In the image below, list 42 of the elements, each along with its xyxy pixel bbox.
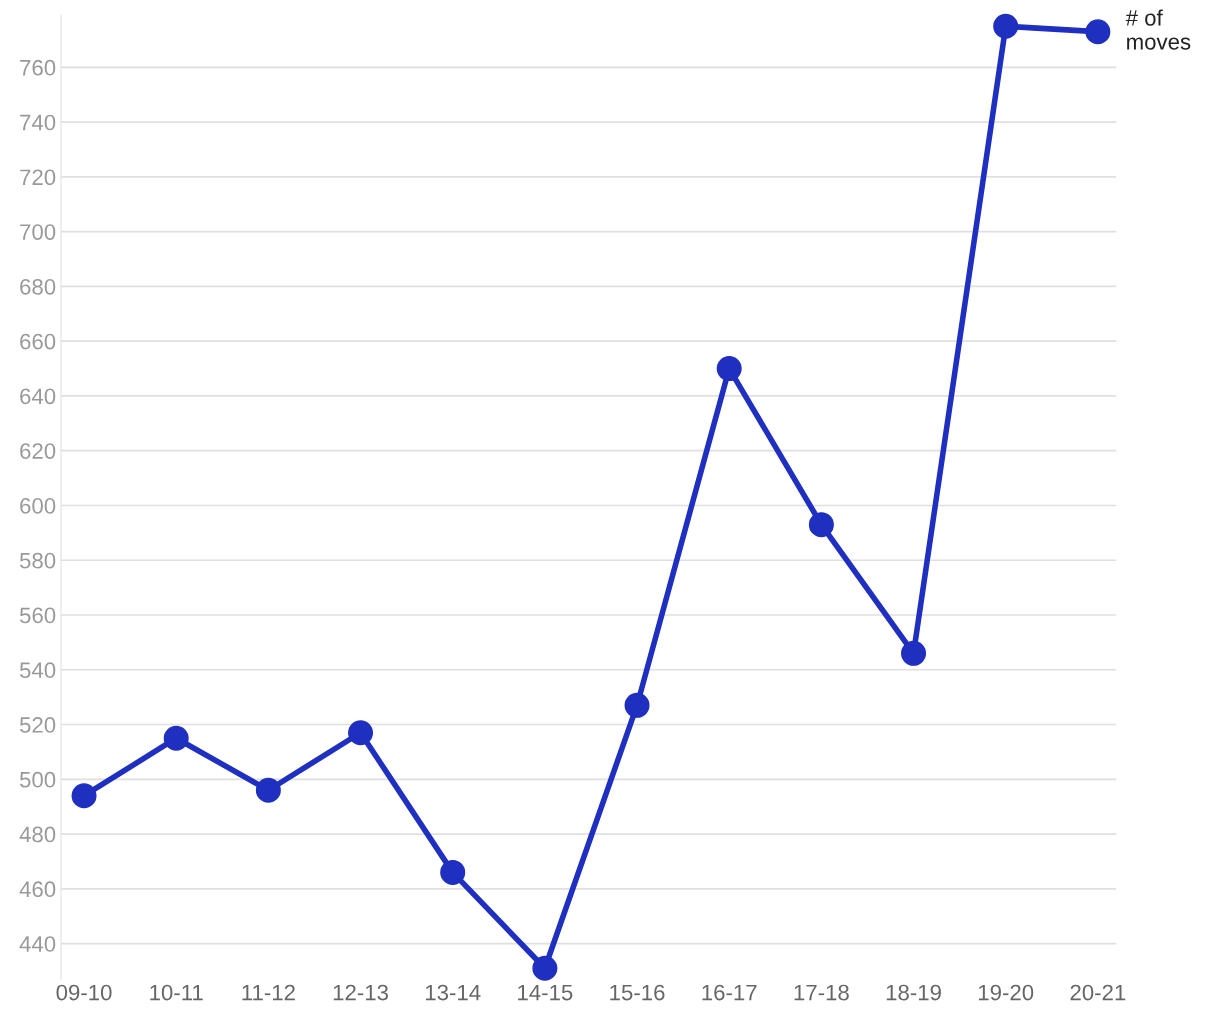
y-tick-label: 440	[19, 936, 56, 952]
y-tick-label: 660	[20, 333, 56, 350]
y-tick-label: 680	[20, 278, 56, 295]
x-tick-label: 09-10	[56, 984, 112, 1001]
y-tick-label: 720	[20, 169, 56, 186]
y-tick-label: 500	[19, 771, 56, 788]
y-tick-label: 640	[20, 388, 56, 405]
point	[532, 955, 558, 981]
y-tick-label: 740	[20, 114, 56, 131]
point	[348, 720, 374, 746]
point	[71, 783, 97, 809]
point	[163, 725, 189, 751]
x-tick-label: 14-15	[518, 984, 573, 1001]
y-tick-label: 460	[19, 881, 56, 898]
x-tick-label: 15-16	[610, 984, 665, 1001]
x-tick-label: 20-21	[1070, 984, 1126, 1001]
y-tick-label: 620	[20, 443, 56, 459]
x-tick-label: 11-12	[242, 984, 295, 1001]
x-tick-label: 13-14	[425, 984, 481, 1001]
y-tick-label: 600	[20, 498, 56, 514]
point	[901, 640, 927, 666]
point	[255, 777, 281, 803]
series-label: # of moves	[1125, 9, 1191, 50]
x-tick-label: 16-17	[702, 984, 757, 1001]
point	[716, 356, 742, 382]
y-tick-label: 580	[19, 552, 56, 569]
x-tick-label: 10-11	[150, 984, 203, 1001]
x-tick-label: 17-18	[794, 984, 849, 1001]
y-tick-label: 540	[19, 662, 56, 679]
x-tick-label: 19-20	[978, 984, 1034, 1001]
point	[624, 692, 650, 718]
y-tick-label: 480	[19, 826, 56, 843]
x-tick-label: 18-19	[886, 984, 941, 1001]
y-tick-label: 760	[20, 59, 56, 76]
point	[1085, 19, 1111, 45]
x-tick-label: 12-13	[333, 984, 388, 1001]
point	[993, 13, 1019, 39]
point	[808, 512, 834, 538]
point	[440, 859, 466, 885]
y-tick-label: 520	[19, 717, 56, 733]
y-tick-label: 700	[20, 224, 56, 240]
y-tick-label: 560	[19, 607, 56, 624]
